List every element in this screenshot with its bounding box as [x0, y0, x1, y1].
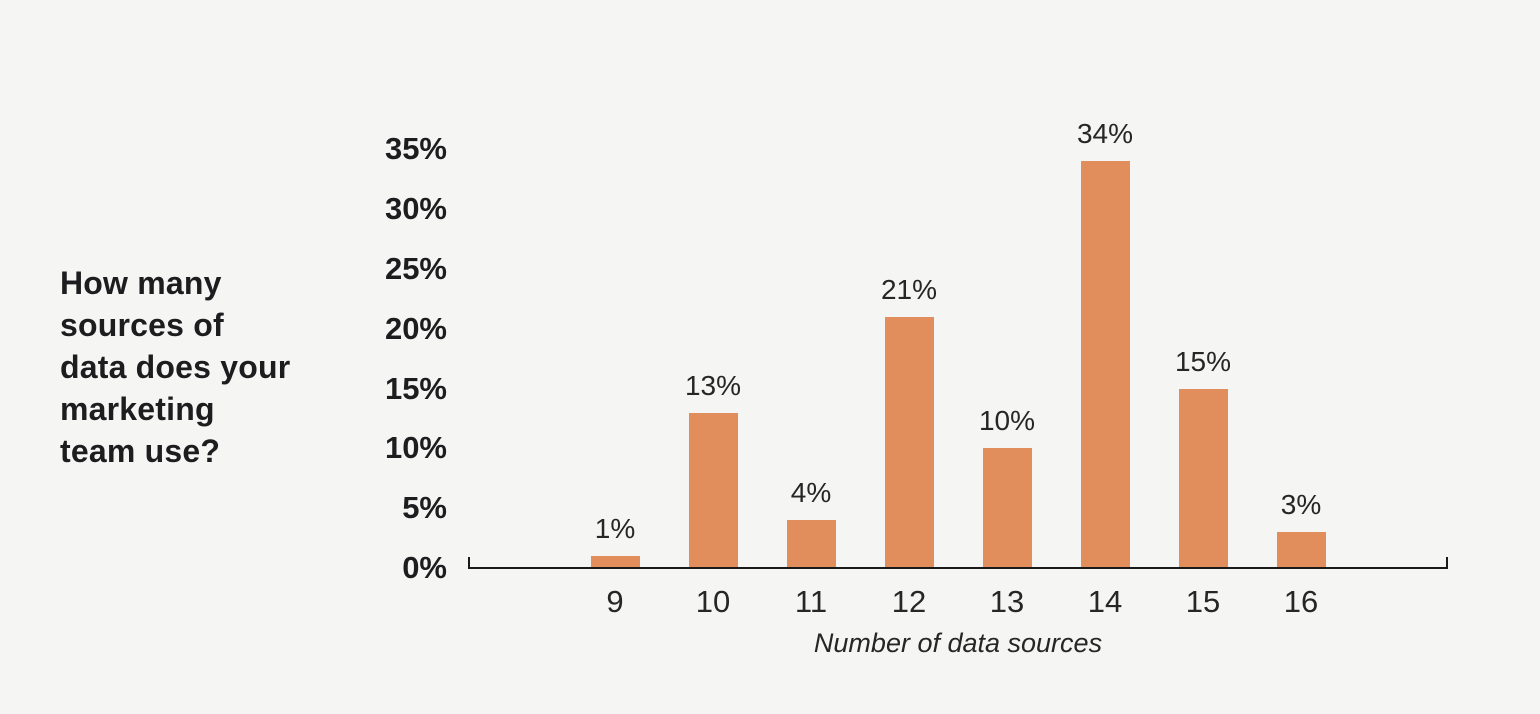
x-tick-label: 11 [794, 584, 828, 619]
x-axis-line [468, 567, 1448, 569]
chart-title: How many sources of data does your marke… [60, 265, 291, 469]
y-tick-label: 20% [384, 310, 447, 346]
bar-15 [1178, 389, 1228, 568]
x-axis-left-end-tick [468, 557, 470, 568]
x-tick-label: 16 [1283, 584, 1319, 619]
bar-14 [1080, 161, 1130, 568]
x-tick-label: 10 [695, 584, 731, 619]
y-tick-label: 15% [384, 370, 447, 406]
x-tick-label: 9 [606, 584, 624, 619]
y-tick-label: 10% [384, 430, 447, 466]
bar-value-label: 15% [1174, 346, 1232, 377]
y-tick-label: 35% [384, 131, 447, 167]
bar-16 [1276, 532, 1326, 568]
bar-value-label: 13% [684, 370, 742, 401]
x-axis-right-end-tick [1446, 557, 1448, 568]
x-tick-label: 15 [1185, 584, 1221, 619]
y-tick-label: 5% [402, 490, 447, 526]
x-axis-title: Number of data sources [813, 628, 1103, 658]
y-tick-label: 0% [402, 550, 447, 585]
bar-value-label: 21% [880, 274, 938, 305]
bar-11 [786, 520, 836, 568]
bar-value-label: 34% [1076, 118, 1134, 149]
x-tick-label: 14 [1087, 584, 1123, 619]
bar-12 [884, 317, 934, 568]
bar-value-label: 1% [594, 513, 636, 544]
bar-10 [688, 413, 738, 568]
x-tick-label: 12 [891, 584, 927, 619]
y-tick-label: 30% [384, 191, 447, 227]
x-tick-label: 13 [989, 584, 1025, 619]
bar-value-label: 10% [978, 405, 1036, 436]
bar-value-label: 3% [1280, 489, 1322, 520]
y-tick-label: 25% [384, 251, 447, 286]
bar-9 [590, 556, 640, 568]
bar-value-label: 4% [790, 477, 832, 508]
bar-13 [982, 448, 1032, 568]
